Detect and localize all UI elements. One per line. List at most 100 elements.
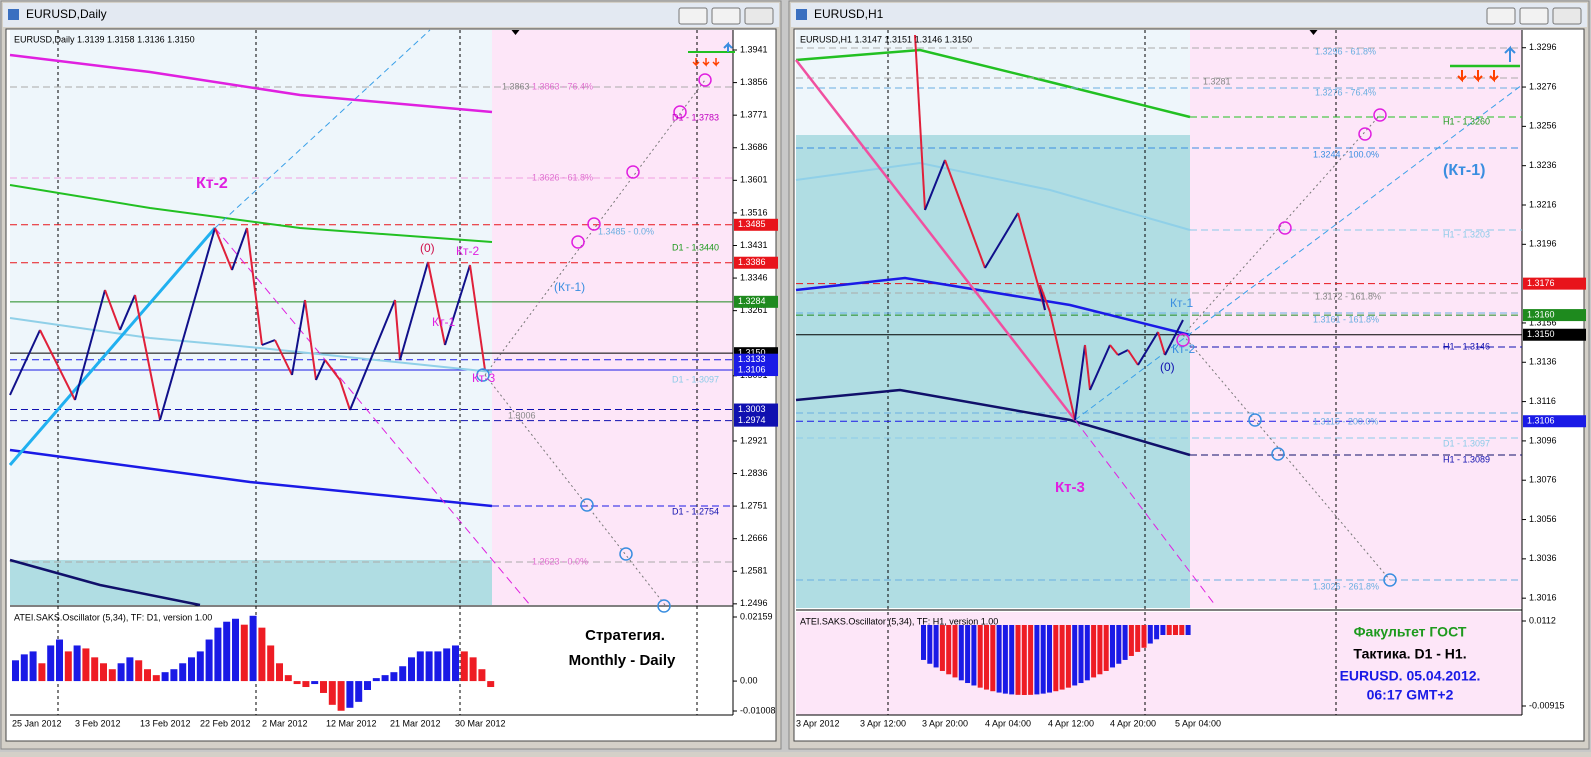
window-button[interactable] xyxy=(678,7,708,25)
window-button[interactable] xyxy=(744,7,774,25)
y-tick-label: 1.2836 xyxy=(740,468,768,478)
chart-info: EURUSD,H1 1.3147 1.3151 1.3146 1.3150 xyxy=(800,34,972,44)
line-shape xyxy=(261,339,276,346)
wave-label: Кт-1 xyxy=(432,315,455,329)
osc-bar xyxy=(144,669,151,682)
line-shape xyxy=(246,227,263,346)
window-button[interactable] xyxy=(1519,7,1549,25)
osc-bar xyxy=(38,663,46,682)
level-tag-label: 1.3106 xyxy=(738,364,766,374)
line-shape xyxy=(274,339,293,376)
osc-bar xyxy=(990,625,996,692)
level-label: D1 - 1.3440 xyxy=(672,242,719,252)
line-shape xyxy=(231,227,248,271)
level-tag-label: 1.3485 xyxy=(738,219,766,229)
level-label: H1 - 1.3089 xyxy=(1443,454,1490,464)
osc-tick-label: 0.02159 xyxy=(740,611,773,621)
title-bar xyxy=(791,3,1587,27)
osc-bar xyxy=(390,672,398,682)
scroll-marker xyxy=(511,30,520,35)
strategy-note: Monthly - Daily xyxy=(569,652,676,669)
level-label: 1.3626 - 61.8% xyxy=(532,172,593,182)
line-shape xyxy=(304,299,317,381)
y-tick-label: 1.3771 xyxy=(740,110,768,120)
osc-bar xyxy=(1053,625,1059,692)
y-tick-label: 1.3196 xyxy=(1529,239,1557,249)
history-zone xyxy=(10,30,492,605)
level-tag xyxy=(734,218,778,231)
osc-bar xyxy=(1103,625,1109,671)
osc-bar xyxy=(399,666,407,682)
level-tag xyxy=(1523,309,1586,322)
window-button[interactable] xyxy=(1486,7,1516,25)
level-tag xyxy=(734,353,778,366)
osc-bar xyxy=(425,651,433,682)
osc-bar xyxy=(1015,625,1021,695)
level-tag-label: 1.3160 xyxy=(1527,309,1555,319)
y-tick-label: 1.2496 xyxy=(740,598,768,608)
osc-bar xyxy=(91,657,99,682)
osc-bar xyxy=(56,639,63,682)
line-shape xyxy=(712,58,720,67)
line-shape xyxy=(339,379,351,411)
line-shape xyxy=(1473,70,1483,83)
level-label: 1.3244 - 100.0% xyxy=(1313,149,1379,159)
line-shape xyxy=(134,294,161,421)
wave-label: Кт-3 xyxy=(1055,479,1085,496)
osc-bar xyxy=(1065,625,1071,688)
window-button[interactable] xyxy=(1552,7,1582,25)
osc-bar xyxy=(1078,625,1084,684)
projection-circle xyxy=(1271,447,1285,461)
wave-label: (0) xyxy=(420,241,435,255)
line-shape xyxy=(9,317,493,373)
level-tag xyxy=(734,295,778,308)
osc-bar xyxy=(214,627,222,682)
wave-label: Кт-2 xyxy=(1172,342,1195,356)
level-label: D1 - 1.3097 xyxy=(672,374,719,384)
osc-bar xyxy=(1122,625,1128,660)
x-tick-label: 13 Feb 2012 xyxy=(140,718,191,728)
level-tag-label: 1.3284 xyxy=(738,296,766,306)
line-shape xyxy=(723,41,733,52)
projection-circle xyxy=(1176,333,1190,347)
osc-bar xyxy=(205,639,213,682)
osc-bar xyxy=(117,663,125,682)
level-label: 1.3863 xyxy=(502,81,530,91)
y-tick-label: 1.3261 xyxy=(740,305,768,315)
projection-circle xyxy=(476,368,490,382)
level-tag-label: 1.2974 xyxy=(738,415,766,425)
osc-bar xyxy=(1059,625,1065,690)
osc-bar xyxy=(108,669,116,682)
y-tick-label: 1.3346 xyxy=(740,272,768,282)
line-shape xyxy=(9,329,41,396)
line-shape xyxy=(924,159,946,211)
line-shape xyxy=(1489,70,1499,83)
window-button[interactable] xyxy=(711,7,741,25)
y-tick-label: 1.3601 xyxy=(740,175,768,185)
osc-bar xyxy=(223,621,231,682)
osc-bar xyxy=(469,657,477,682)
osc-bar xyxy=(276,663,283,682)
y-tick-label: 1.3296 xyxy=(1529,42,1557,52)
x-tick-label: 4 Apr 12:00 xyxy=(1048,718,1094,728)
line-shape xyxy=(349,299,396,411)
osc-bar xyxy=(1021,625,1027,695)
line-shape xyxy=(159,227,216,421)
projection-circle xyxy=(626,165,640,179)
level-label: H1 - 1.3260 xyxy=(1443,116,1490,126)
osc-bar xyxy=(996,625,1002,693)
osc-bar xyxy=(249,615,257,682)
osc-bar xyxy=(1160,625,1166,635)
line-shape xyxy=(795,161,1191,231)
osc-bar xyxy=(188,657,195,682)
level-tag xyxy=(734,414,778,427)
line-shape xyxy=(1074,344,1086,421)
level-label: 1.3281 xyxy=(1203,76,1231,86)
wave-label: (0) xyxy=(1160,360,1175,374)
osc-bar xyxy=(293,681,301,685)
osc-bar xyxy=(1135,625,1141,652)
line-shape xyxy=(1039,284,1051,313)
osc-bar xyxy=(170,669,178,682)
line-shape xyxy=(104,289,121,331)
osc-bar xyxy=(1002,625,1008,694)
